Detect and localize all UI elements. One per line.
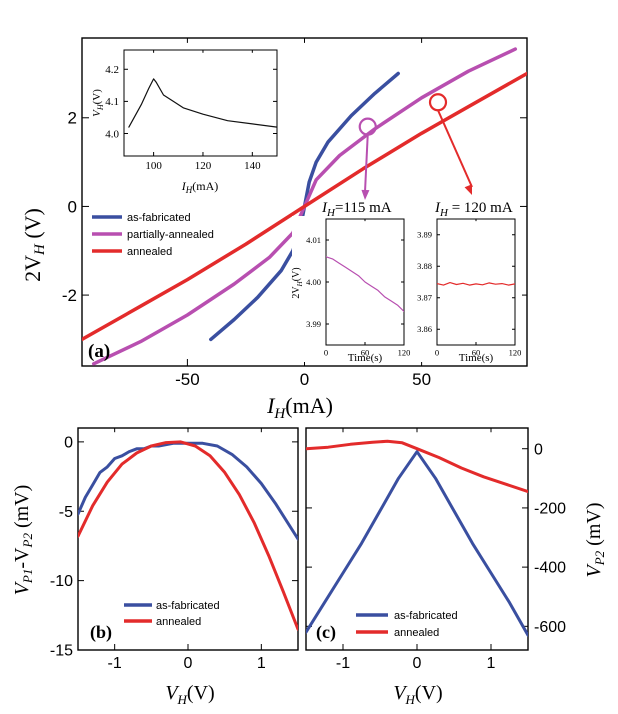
panel-a-series xyxy=(82,47,527,366)
y-tick-label: -400 xyxy=(534,560,566,577)
panel-c-xlabel: VH(V) xyxy=(393,682,442,707)
series-line-as-fabricated xyxy=(78,441,298,541)
panel-a: -50 0 50 -2 0 2 2VH (V) IH(mA) (a) as-fabrica… xyxy=(20,37,528,422)
inset-vh-frame xyxy=(123,49,278,157)
panel-b-ylabel: VP1-VP2 (mV) xyxy=(11,485,35,596)
series-line-115-ma xyxy=(326,256,404,312)
panel-c-ylabel: VP2 (mV) xyxy=(583,503,607,578)
series-line-annealed xyxy=(306,439,528,494)
x-tick-label: 0 xyxy=(300,370,309,389)
inset-115-series xyxy=(326,256,404,312)
x-tick-label: 0 xyxy=(413,655,422,672)
x-tick-label: -50 xyxy=(175,370,200,389)
y-tick-label: 3.87 xyxy=(417,293,432,303)
y-tick-label: -2 xyxy=(62,286,77,305)
x-tick-label: 140 xyxy=(244,160,261,172)
panel-a-ylabel: 2VH (V) xyxy=(20,208,48,282)
panel-b-ticks: -1 0 10-5-10-15 xyxy=(50,428,298,672)
panel-a-legend: as-fabricated partially-annealed anneale… xyxy=(92,212,214,258)
y-tick-label: 0 xyxy=(68,197,77,216)
marker-arrow-shaft xyxy=(364,134,369,193)
x-tick-label: 0 xyxy=(184,655,193,672)
y-tick-label: 0 xyxy=(64,434,73,451)
y-tick-label: -10 xyxy=(50,573,73,590)
legend-label-c-annealed: annealed xyxy=(394,627,439,639)
legend-label-as-fabricated: as-fabricated xyxy=(127,212,191,224)
x-tick-label: 1 xyxy=(487,655,496,672)
panel-b-xlabel: VH(V) xyxy=(165,682,214,707)
y-tick-label: 3.88 xyxy=(417,261,432,271)
inset-120-series xyxy=(437,282,515,286)
x-tick-label: -1 xyxy=(108,655,122,672)
panel-b: -1 0 10-5-10-15 VP1-VP2 (mV) VH(V) (b) as-… xyxy=(11,427,299,707)
annotation-115ma: IH=115 mA xyxy=(321,200,392,219)
panel-a-markers xyxy=(358,93,473,200)
x-tick-label: 100 xyxy=(145,160,162,172)
series-line-120-ma xyxy=(437,282,515,286)
x-tick-label: 120 xyxy=(398,348,411,358)
panel-b-label: (b) xyxy=(90,622,112,643)
panel-a-label: (a) xyxy=(88,341,110,362)
x-tick-label: 120 xyxy=(509,348,522,358)
y-tick-label: 4.00 xyxy=(306,277,321,287)
panel-b-legend: as-fabricated annealed xyxy=(124,600,220,628)
inset-115-xlabel: Time(s) xyxy=(348,352,383,364)
y-tick-label: -5 xyxy=(59,504,73,521)
y-tick-label: -600 xyxy=(534,619,566,636)
panel-c-label: (c) xyxy=(316,622,336,643)
series-line-annealed xyxy=(78,440,298,631)
inset-115-ylabel: 2VH(V) xyxy=(291,267,304,298)
panel-b-series xyxy=(78,440,298,631)
inset-vh-ticks: 100 120 140 4.0 4.1 4.2 xyxy=(105,50,277,172)
x-tick-label: 60 xyxy=(361,348,370,358)
inset-115-ticks: 0 60 120 3.99 4.00 4.01 xyxy=(306,219,410,358)
panel-c-ticks: -1 0 1 0 -200 -400 -600 xyxy=(306,428,566,672)
panel-c: -1 0 1 0 -200 -400 -600 VP2 (mV) VH(V) (c) as-… xyxy=(305,427,607,707)
legend-label-annealed: annealed xyxy=(127,246,172,258)
inset-120-ticks: 0 60 120 3.86 3.87 3.88 3.89 xyxy=(417,219,521,358)
y-tick-label: 3.99 xyxy=(306,319,321,329)
marker-arrow-head xyxy=(361,189,370,200)
y-tick-label: 4.1 xyxy=(105,96,119,108)
x-tick-label: 60 xyxy=(472,348,481,358)
series-line-v-h xyxy=(128,78,277,128)
panel-c-series xyxy=(306,439,528,637)
y-tick-label: -15 xyxy=(50,643,73,660)
inset-vh-ylabel: VH(V) xyxy=(91,89,105,117)
legend-label-b-as-fabricated: as-fabricated xyxy=(156,600,220,612)
y-tick-label: 0 xyxy=(534,441,543,458)
y-tick-label: 4.2 xyxy=(105,64,119,76)
panel-a-ticks: -50 0 50 -2 0 2 xyxy=(62,38,527,389)
inset-vh-series xyxy=(128,78,277,128)
legend-label-b-annealed: annealed xyxy=(156,616,201,628)
y-tick-label: 3.89 xyxy=(417,230,432,240)
marker-arrow-shaft xyxy=(437,109,473,188)
x-tick-label: 1 xyxy=(257,655,266,672)
legend-label-c-as-fabricated: as-fabricated xyxy=(394,610,458,622)
x-tick-label: 50 xyxy=(412,370,431,389)
x-tick-label: 120 xyxy=(195,160,212,172)
inset-vh-vs-ih: 100 120 140 4.0 4.1 4.2 IH(mA) VH(V) xyxy=(91,48,278,195)
inset-120ma: 0 60 120 3.86 3.87 3.88 3.89 Time(s) xyxy=(412,216,522,364)
legend-label-partially-annealed: partially-annealed xyxy=(127,229,214,241)
y-tick-label: -200 xyxy=(534,501,566,518)
inset-115ma: 0 60 120 3.99 4.00 4.01 Time(s) 2VH(V) xyxy=(291,216,412,364)
y-tick-label: 4.01 xyxy=(306,235,321,245)
x-tick-label: -1 xyxy=(336,655,350,672)
x-tick-label: 0 xyxy=(324,348,328,358)
y-tick-label: 2 xyxy=(68,109,77,128)
annotation-120ma: IH = 120 mA xyxy=(434,200,513,219)
measurement-marker xyxy=(428,93,448,112)
y-tick-label: 3.86 xyxy=(417,324,432,334)
panel-a-xlabel: IH(mA) xyxy=(266,393,333,422)
marker-arrow-head xyxy=(464,184,472,195)
x-tick-label: 0 xyxy=(435,348,439,358)
inset-vh-xlabel: IH(mA) xyxy=(181,179,219,195)
y-tick-label: 4.0 xyxy=(105,128,119,140)
panel-c-legend: as-fabricated annealed xyxy=(356,610,458,639)
series-line-as-fabricated xyxy=(306,450,528,637)
series-line-annealed xyxy=(82,71,527,342)
inset-120-xlabel: Time(s) xyxy=(459,352,494,364)
